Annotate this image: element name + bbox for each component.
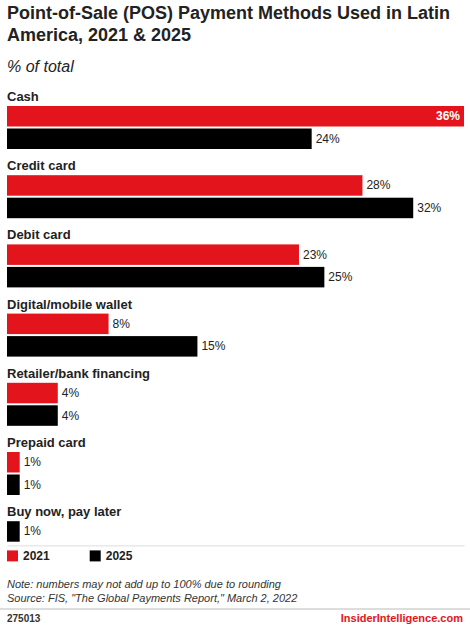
- data-label: 8%: [113, 317, 131, 331]
- bar: [7, 475, 20, 496]
- data-labels: 36% 24% 28% 32% 23%25% 8% 15% 4% 4% 1% 1% 1%: [24, 109, 461, 538]
- bar: [7, 244, 299, 265]
- data-label: 25%: [328, 270, 352, 284]
- data-label: 15%: [201, 339, 225, 353]
- bars: [7, 106, 464, 542]
- bar: [7, 336, 197, 357]
- data-label: 1%: [24, 524, 42, 538]
- bar: [7, 198, 413, 219]
- data-label: 1%: [24, 478, 42, 492]
- data-label: 24%: [316, 132, 340, 146]
- data-label: 4%: [62, 386, 80, 400]
- bar: [7, 452, 20, 473]
- legend-label: 2025: [106, 549, 133, 563]
- bar: [7, 521, 20, 542]
- bar: [7, 106, 464, 127]
- legend-swatch: [90, 550, 101, 561]
- title-line: Point-of-Sale (POS) Payment Methods Used…: [7, 3, 450, 23]
- data-label: 32%: [417, 201, 441, 215]
- category-label: Prepaid card: [7, 435, 86, 450]
- data-label: 36%: [436, 109, 460, 123]
- bar: [7, 129, 312, 150]
- x-axis: [8, 545, 465, 546]
- chart: Point-of-Sale (POS) Payment Methods Used…: [0, 0, 470, 628]
- bar: [7, 175, 362, 196]
- x-axis-domain: [8, 545, 465, 546]
- note: Note: numbers may not add up to 100% due…: [7, 578, 282, 590]
- bar: [7, 383, 58, 404]
- legend: 2021 2025: [7, 549, 133, 563]
- data-label: 28%: [366, 178, 390, 192]
- source: Source: FIS, "The Global Payments Report…: [7, 592, 297, 604]
- category-label: Retailer/bank financing: [7, 366, 150, 381]
- legend-swatch: [7, 550, 18, 561]
- subtitle: % of total: [7, 58, 74, 75]
- data-label: 23%: [303, 248, 327, 262]
- chart-id: 275013: [7, 613, 41, 624]
- category-label: Buy now, pay later: [7, 504, 121, 519]
- category-label: Digital/mobile wallet: [7, 297, 133, 312]
- category-label: Credit card: [7, 158, 76, 173]
- bar: [7, 267, 324, 288]
- data-label: 4%: [62, 409, 80, 423]
- legend-label: 2021: [23, 549, 50, 563]
- data-label: 1%: [24, 455, 42, 469]
- bar: [7, 314, 109, 335]
- footer-rule: [0, 609, 470, 610]
- category-label: Debit card: [7, 227, 71, 242]
- bar: [7, 405, 58, 426]
- brand: InsiderIntelligence.com: [341, 612, 463, 624]
- category-label: Cash: [7, 89, 39, 104]
- category-labels: Cash Credit card Debit card Digital/mobile …: [7, 89, 150, 519]
- title-line: America, 2021 & 2025: [7, 25, 191, 45]
- title: Point-of-Sale (POS) Payment Methods Used…: [7, 3, 450, 45]
